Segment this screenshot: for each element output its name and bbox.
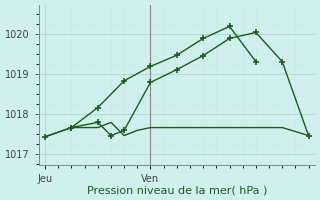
X-axis label: Pression niveau de la mer( hPa ): Pression niveau de la mer( hPa ) [87,185,267,195]
